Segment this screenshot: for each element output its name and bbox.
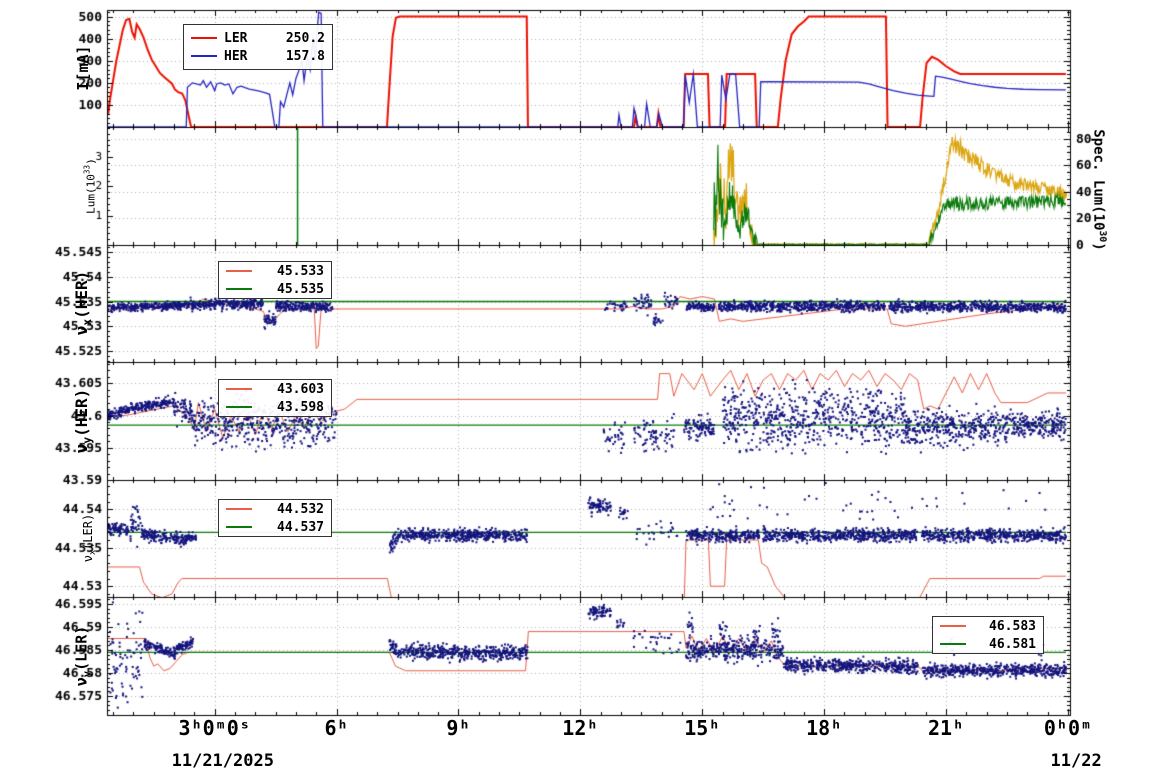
y-axis-label-nux-her: νx(HER) (72, 271, 94, 336)
set-line-swatch (940, 625, 966, 627)
legend-label-her: HER (224, 48, 248, 64)
legend-value-set: 43.603 (277, 381, 324, 397)
legend-value-ref: 44.537 (277, 519, 324, 535)
legend-item-ler: LER 250.2 (184, 29, 332, 47)
y-axis-label-lum-exp: 33 (82, 164, 92, 175)
legend-value-ref: 45.535 (277, 281, 324, 297)
date-labels: 11/21/2025 11/22 (0, 751, 1154, 775)
nu-glyph: ν (80, 554, 95, 563)
set-line-swatch (226, 388, 252, 390)
legend-value-set: 44.532 (277, 501, 324, 517)
nu-glyph: ν (71, 443, 91, 454)
x-tick-label: 21ʰ (928, 716, 965, 740)
ring-name: (LER) (80, 513, 95, 550)
nu-glyph: ν (72, 677, 91, 687)
legend-label-ler: LER (224, 30, 248, 46)
ref-line-swatch (940, 643, 966, 645)
legend-value-her: 157.8 (285, 48, 325, 64)
legend-item-ref: 44.537 (219, 518, 331, 536)
legend-current: LER 250.2 HER 157.8 (183, 24, 333, 70)
ring-name: (LER) (72, 625, 91, 671)
legend-value-set: 45.533 (277, 263, 324, 279)
nu-subscript: x (87, 549, 98, 555)
date-label: 11/22 (1050, 751, 1102, 771)
legend-nuy-ler: 46.583 46.581 (932, 616, 1044, 654)
nu-subscript: x (81, 318, 95, 326)
legend-value-ler: 250.2 (285, 30, 325, 46)
set-line-swatch (226, 508, 252, 510)
y-axis-label-nuy-her: νy(HER) (72, 389, 94, 454)
y-axis-label-spec-lum: Spec. Lum(1030) (1090, 129, 1108, 250)
legend-item-set: 46.583 (933, 617, 1043, 635)
x-tick-label: 15ʰ (684, 716, 721, 740)
legend-nux-ler: 44.532 44.537 (218, 499, 332, 537)
y-axis-label-lum: Lum(1033) (83, 158, 98, 214)
legend-nuy-her: 43.603 43.598 (218, 379, 332, 417)
legend-value-ref: 46.581 (989, 636, 1036, 652)
y-axis-label-nux-ler: νx(LER) (81, 514, 97, 562)
y-axis-label-spec-lum-close: ) (1090, 242, 1107, 251)
legend-item-her: HER 157.8 (184, 47, 332, 65)
legend-value-ref: 43.598 (277, 399, 324, 415)
legend-item-ref: 43.598 (219, 398, 331, 416)
x-tick-label: 3ʰ0ᵐ0ˢ (178, 716, 251, 740)
nu-subscript: y (81, 436, 95, 444)
legend-nux-her: 45.533 45.535 (218, 261, 332, 299)
ref-line-swatch (226, 526, 252, 528)
ring-name: (HER) (71, 388, 91, 437)
y-axis-label-current: I[mA] (74, 45, 92, 90)
ring-name: (HER) (71, 270, 91, 319)
y-axis-label-spec-lum-text: Spec. Lum(10 (1090, 129, 1107, 231)
x-tick-label: 18ʰ (806, 716, 843, 740)
nu-subscript: y (81, 670, 94, 678)
ref-line-swatch (226, 288, 252, 290)
x-tick-label: 9ʰ (446, 716, 471, 740)
y-axis-label-current-text: I[mA] (74, 45, 92, 91)
legend-item-ref: 45.535 (219, 280, 331, 298)
x-tick-label: 12ʰ (562, 716, 599, 740)
legend-item-set: 43.603 (219, 380, 331, 398)
x-tick-label: 0ʰ0ᵐ (1043, 716, 1093, 740)
legend-item-set: 44.532 (219, 500, 331, 518)
y-axis-label-spec-lum-exp: 30 (1096, 230, 1108, 243)
x-axis-labels: 3ʰ0ᵐ0ˢ 6ʰ 9ʰ 12ʰ 15ʰ 18ʰ 21ʰ 0ʰ0ᵐ (0, 716, 1154, 744)
legend-value-set: 46.583 (989, 618, 1036, 634)
date-label: 11/21/2025 (171, 751, 274, 771)
y-axis-label-lum-close: ) (84, 158, 98, 165)
her-line-swatch (191, 55, 217, 57)
ler-line-swatch (191, 37, 217, 39)
y-axis-label-nuy-ler: νy(LER) (73, 626, 94, 687)
ref-line-swatch (226, 406, 252, 408)
x-tick-label: 6ʰ (324, 716, 349, 740)
legend-item-ref: 46.581 (933, 635, 1043, 653)
nu-glyph: ν (71, 325, 91, 336)
legend-item-set: 45.533 (219, 262, 331, 280)
set-line-swatch (226, 270, 252, 272)
y-axis-label-lum-text: Lum(10 (84, 174, 98, 214)
